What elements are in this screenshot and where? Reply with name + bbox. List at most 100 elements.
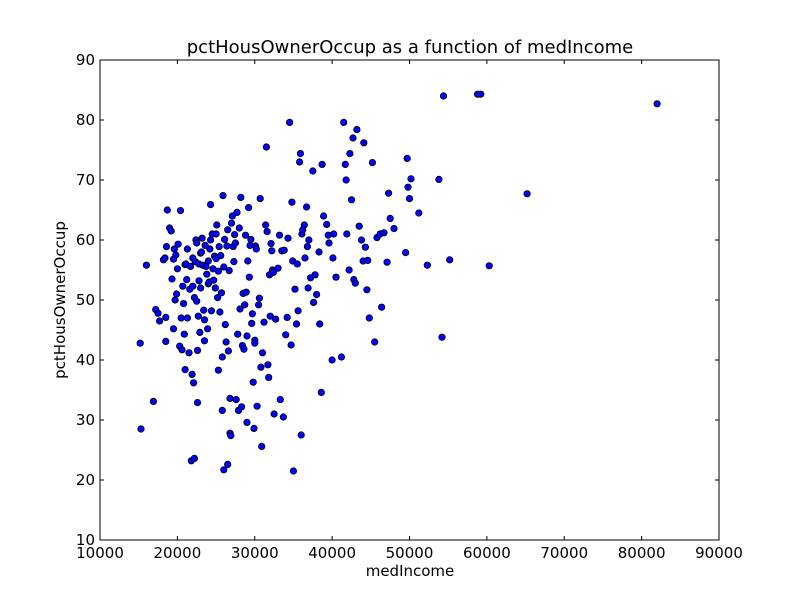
data-point xyxy=(235,224,243,232)
data-point xyxy=(176,207,185,215)
data-point xyxy=(183,314,191,322)
y-tick-label: 90 xyxy=(76,51,95,69)
data-point xyxy=(149,397,157,405)
data-point xyxy=(304,284,312,292)
data-point xyxy=(181,365,189,374)
y-tick-label: 40 xyxy=(76,351,95,369)
data-point xyxy=(214,366,222,374)
data-point xyxy=(390,225,398,233)
data-point xyxy=(353,126,361,134)
data-point xyxy=(174,240,182,248)
data-point xyxy=(142,261,150,269)
data-point xyxy=(162,337,170,345)
x-tick-label: 80000 xyxy=(618,544,666,562)
data-point xyxy=(438,333,446,341)
data-point xyxy=(242,288,250,296)
data-point xyxy=(523,190,531,198)
data-point xyxy=(262,143,270,151)
data-point xyxy=(296,150,304,158)
data-point xyxy=(247,235,255,243)
data-point xyxy=(360,139,368,147)
data-point xyxy=(248,319,256,327)
data-point xyxy=(267,240,275,248)
data-point xyxy=(232,395,240,404)
data-point xyxy=(156,317,164,325)
data-point xyxy=(217,289,226,297)
data-point xyxy=(193,346,202,354)
data-point xyxy=(384,189,393,197)
data-point xyxy=(250,424,258,432)
data-point xyxy=(347,196,356,204)
data-point xyxy=(180,299,188,308)
data-point xyxy=(216,308,224,316)
data-point xyxy=(161,254,169,262)
data-point xyxy=(266,312,274,320)
data-point xyxy=(211,284,219,292)
data-point xyxy=(253,402,261,410)
data-point xyxy=(179,282,187,290)
data-point xyxy=(368,159,376,167)
data-point xyxy=(309,298,318,306)
data-point xyxy=(214,293,222,302)
data-point xyxy=(349,134,357,142)
data-point xyxy=(227,219,236,227)
data-point xyxy=(311,271,319,279)
data-point xyxy=(249,378,257,386)
data-point xyxy=(172,251,180,259)
data-point xyxy=(136,339,144,347)
data-point xyxy=(423,261,431,269)
data-point xyxy=(255,301,263,309)
data-point xyxy=(248,310,256,318)
data-point xyxy=(415,209,423,217)
data-point xyxy=(213,221,221,229)
y-tick-label: 20 xyxy=(76,471,95,489)
data-point xyxy=(316,320,324,328)
data-point xyxy=(171,296,179,304)
data-point xyxy=(200,316,209,324)
data-point xyxy=(218,353,226,361)
data-point xyxy=(214,267,222,275)
data-point xyxy=(341,160,349,168)
data-point xyxy=(218,406,226,414)
data-point xyxy=(355,222,363,230)
data-point xyxy=(195,277,203,285)
data-point xyxy=(291,285,299,293)
data-point xyxy=(252,245,260,253)
y-tick-label: 30 xyxy=(76,411,95,429)
data-point xyxy=(196,328,204,336)
points-layer xyxy=(136,90,661,475)
data-point xyxy=(185,349,193,357)
data-point xyxy=(401,249,410,257)
data-point xyxy=(346,150,354,158)
x-tick-label: 10000 xyxy=(76,544,124,562)
data-point xyxy=(163,206,171,214)
x-tick-label: 40000 xyxy=(308,544,356,562)
data-point xyxy=(183,275,191,284)
data-point xyxy=(188,370,196,378)
data-point xyxy=(317,388,325,396)
data-point xyxy=(357,236,366,244)
data-point xyxy=(383,258,391,266)
data-point xyxy=(238,403,246,411)
x-tick-label: 20000 xyxy=(154,544,202,562)
data-point xyxy=(340,118,348,127)
data-point xyxy=(231,231,239,239)
data-point xyxy=(276,395,284,404)
data-point xyxy=(261,221,270,229)
data-point xyxy=(260,318,268,326)
data-point xyxy=(301,254,309,262)
data-point xyxy=(193,297,201,305)
data-point xyxy=(258,349,267,357)
data-point xyxy=(330,230,338,238)
chart-title: pctHousOwnerOccup as a function of medIn… xyxy=(187,37,633,58)
data-point xyxy=(154,309,162,317)
data-point xyxy=(219,192,227,200)
data-point xyxy=(251,339,259,347)
data-point xyxy=(256,195,264,203)
data-point xyxy=(271,315,280,323)
y-tick-label: 60 xyxy=(76,231,95,249)
data-point xyxy=(328,356,336,364)
data-point xyxy=(186,262,195,270)
data-point xyxy=(295,158,304,166)
data-point xyxy=(323,220,331,228)
